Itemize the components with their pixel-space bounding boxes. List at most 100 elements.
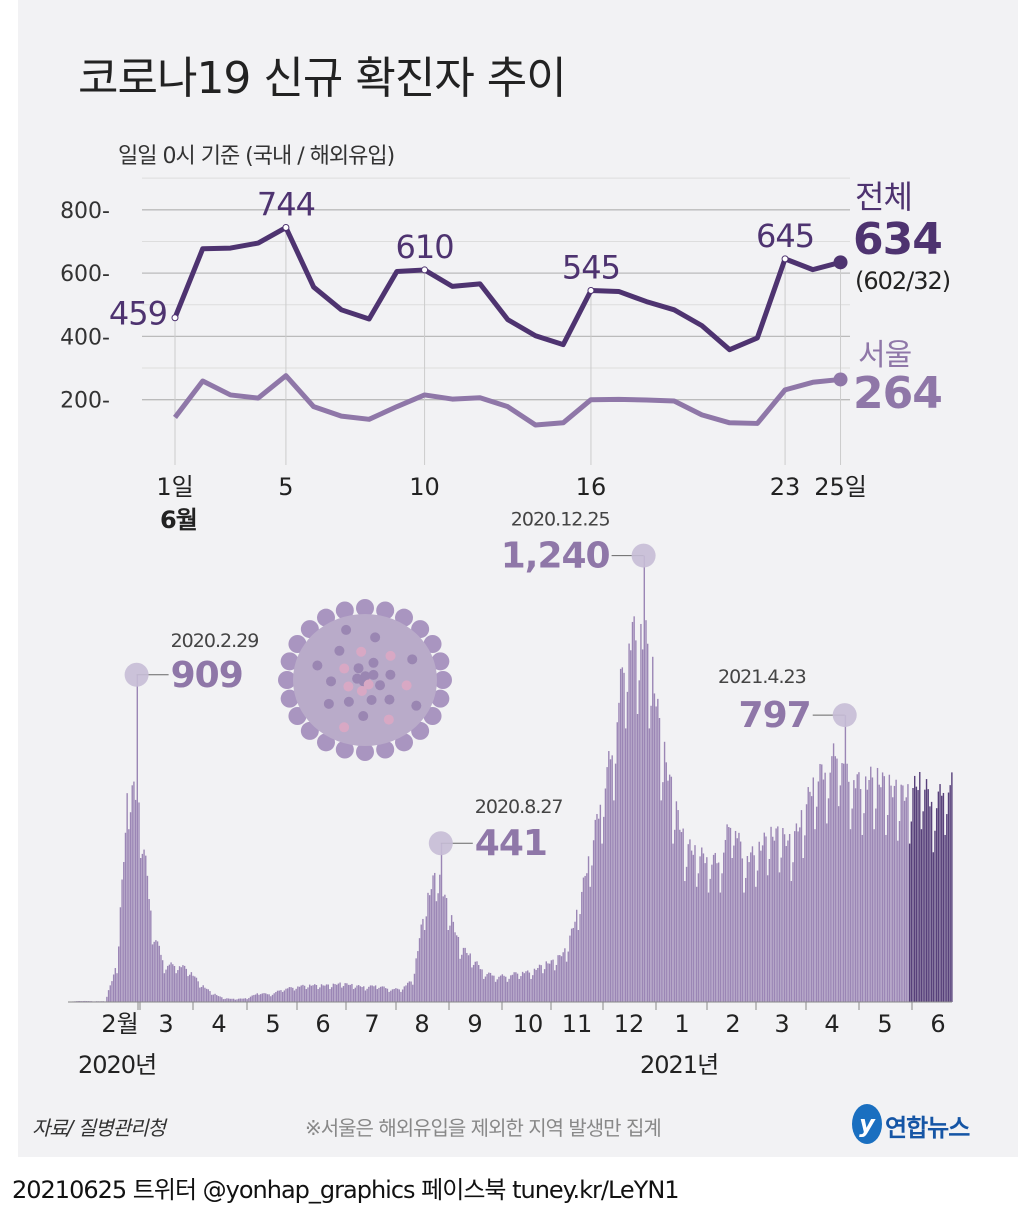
bar xyxy=(797,831,799,1002)
bar xyxy=(719,892,722,1002)
bar xyxy=(547,963,549,1002)
bar xyxy=(815,806,818,1002)
bar xyxy=(652,656,654,1002)
bar xyxy=(870,766,872,1002)
bar xyxy=(349,984,351,1002)
bar xyxy=(626,691,629,1002)
bar xyxy=(133,781,135,1002)
bar xyxy=(687,844,689,1002)
data-label: 645 xyxy=(756,217,814,255)
bar xyxy=(726,824,728,1002)
bar xyxy=(821,764,823,1002)
bar xyxy=(472,964,475,1002)
bar xyxy=(848,781,850,1002)
bar xyxy=(210,994,213,1002)
bar xyxy=(148,899,150,1002)
bar xyxy=(270,996,272,1002)
bar xyxy=(837,806,840,1002)
bar xyxy=(336,984,338,1002)
peak-marker xyxy=(124,662,149,687)
bar xyxy=(601,843,603,1002)
bar xyxy=(334,984,336,1002)
bar xyxy=(824,772,826,1002)
bar xyxy=(276,990,279,1002)
bar xyxy=(138,802,140,1002)
bar xyxy=(435,901,438,1002)
bar xyxy=(638,680,640,1002)
bar xyxy=(831,756,833,1002)
bar xyxy=(202,985,204,1002)
line-chart: 200- 400- 600- 800- 1일 5 10 16 23 25일 459 744 610 545… xyxy=(60,177,867,501)
bar xyxy=(521,971,524,1002)
bar xyxy=(447,930,449,1002)
bar xyxy=(489,972,492,1002)
bar xyxy=(946,814,948,1002)
bar xyxy=(150,910,152,1002)
bar xyxy=(839,785,842,1002)
bar xyxy=(271,994,274,1002)
bar xyxy=(579,914,581,1002)
bar xyxy=(680,832,683,1002)
bar xyxy=(861,834,864,1002)
bar xyxy=(288,987,291,1002)
year-2021: 2021년 xyxy=(640,1051,719,1079)
bar xyxy=(942,792,945,1002)
bar xyxy=(131,785,133,1002)
peak-marker xyxy=(631,543,656,568)
bar xyxy=(488,972,490,1002)
bar xyxy=(594,819,596,1002)
bar xyxy=(630,650,632,1002)
bar xyxy=(145,855,147,1002)
bar xyxy=(922,811,924,1002)
bar xyxy=(462,947,465,1002)
bar xyxy=(846,763,848,1002)
point-marker xyxy=(421,266,429,274)
bar xyxy=(368,986,370,1002)
bar xyxy=(648,728,651,1002)
bar xyxy=(912,787,914,1002)
bar xyxy=(538,964,541,1002)
bar xyxy=(606,767,608,1002)
bar xyxy=(285,988,287,1002)
source: 자료/ 질병관리청 xyxy=(32,1116,166,1140)
bar xyxy=(565,961,568,1002)
bar xyxy=(890,785,892,1002)
bar xyxy=(499,975,502,1002)
year-2020: 2020년 xyxy=(78,1051,157,1079)
bar xyxy=(537,967,539,1002)
bar xyxy=(584,875,586,1002)
data-label: 545 xyxy=(562,249,620,287)
bar xyxy=(165,969,167,1002)
bar xyxy=(493,975,495,1002)
bar xyxy=(834,756,836,1002)
bar xyxy=(788,833,791,1002)
month-label: 2 xyxy=(725,1010,740,1038)
bar xyxy=(407,982,409,1002)
bar xyxy=(876,767,879,1002)
bar xyxy=(251,995,253,1002)
bar xyxy=(734,830,737,1002)
month-label: 12 xyxy=(614,1010,645,1038)
bar xyxy=(172,964,174,1002)
bar xyxy=(344,983,346,1002)
logo-icon: y xyxy=(852,1104,882,1144)
bar xyxy=(197,981,199,1002)
bar xyxy=(682,828,684,1002)
bar xyxy=(812,777,814,1002)
bar xyxy=(689,839,691,1002)
bar xyxy=(526,970,529,1002)
series-end-dot xyxy=(833,372,848,387)
bar xyxy=(552,959,554,1002)
bar xyxy=(907,784,909,1002)
bar xyxy=(332,983,335,1002)
bar xyxy=(564,948,566,1002)
bar xyxy=(643,555,645,1002)
bar xyxy=(576,909,578,1002)
bar xyxy=(440,843,443,1002)
bar xyxy=(393,988,395,1002)
bar xyxy=(329,989,331,1002)
bar xyxy=(657,698,659,1002)
bar xyxy=(415,958,417,1002)
bar xyxy=(603,816,605,1002)
bar xyxy=(520,976,522,1002)
